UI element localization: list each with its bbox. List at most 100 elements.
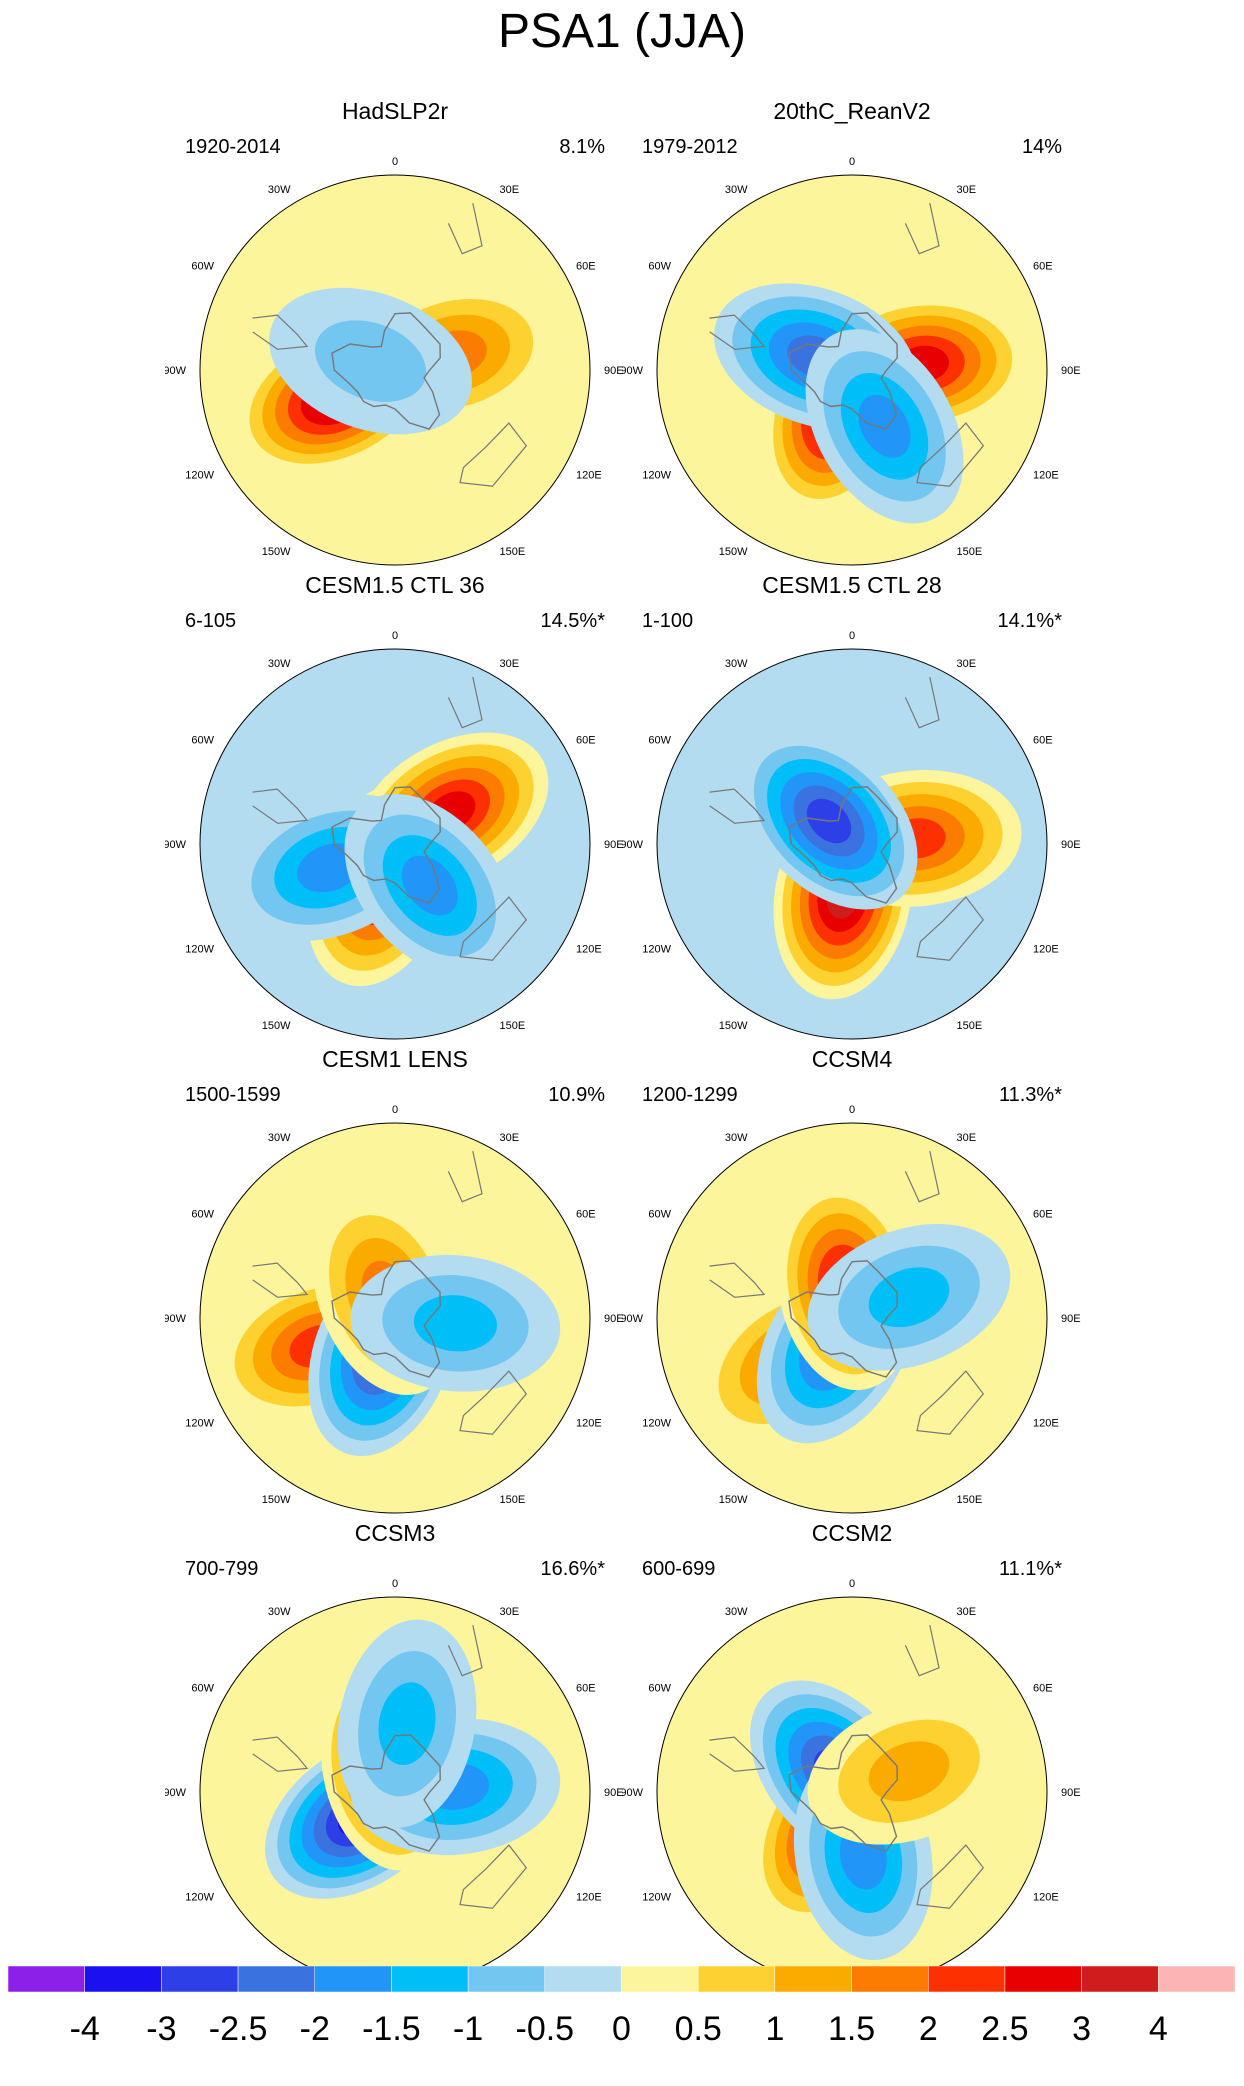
- longitude-tick-label: 120W: [642, 1418, 671, 1430]
- longitude-tick-label: 120E: [576, 470, 602, 482]
- africa-coastline: [447, 676, 483, 729]
- longitude-tick-label: 60W: [191, 1209, 214, 1221]
- negative-anomaly-contour: [378, 1682, 436, 1766]
- longitude-tick-label: 120E: [1033, 1418, 1059, 1430]
- longitude-tick-label: 30W: [725, 1132, 748, 1144]
- colorbar-label: 2.5: [981, 2010, 1028, 2048]
- colorbar-label: 4: [1149, 2010, 1168, 2048]
- africa-coastline: [904, 202, 940, 255]
- africa-coastline: [447, 1624, 483, 1677]
- map-panel: 030E60E90E120E150E180150W120W90W60W30W CC…: [622, 1520, 1082, 1990]
- map-svg: 030E60E90E120E150E180150W120W90W60W30W: [622, 156, 1081, 566]
- antarctica-coastline: [788, 1734, 898, 1852]
- longitude-tick-label: 60W: [191, 735, 214, 747]
- longitude-tick-label: 30W: [268, 1606, 291, 1618]
- longitude-tick-label: 150E: [957, 1020, 983, 1032]
- longitude-tick-label: 90W: [165, 1313, 187, 1325]
- longitude-tick-label: 60W: [648, 261, 671, 273]
- australia-coastline: [916, 422, 985, 487]
- colorbar-label: 2: [919, 2010, 938, 2048]
- panel-years: 1500-1599: [185, 1084, 281, 1106]
- panel-years: 700-799: [185, 1558, 259, 1580]
- longitude-tick-label: 90E: [1061, 839, 1081, 851]
- south-america-coastline: [252, 1736, 309, 1772]
- south-america-coastline: [709, 1262, 766, 1298]
- longitude-tick-label: 90E: [604, 839, 624, 851]
- longitude-tick-label: 120W: [185, 470, 214, 482]
- map-border: [656, 648, 1048, 1040]
- map-svg: 030E60E90E120E150E180150W120W90W60W30W: [165, 630, 624, 1040]
- africa-coastline: [904, 1624, 940, 1677]
- longitude-tick-label: 150W: [262, 546, 291, 558]
- longitude-tick-label: 0: [392, 156, 398, 168]
- colorbar-label: -3: [146, 2010, 176, 2048]
- south-america-coastline: [252, 1262, 309, 1298]
- colorbar-swatch: [1158, 1966, 1235, 1993]
- antarctica-coastline: [788, 312, 898, 430]
- longitude-tick-label: 150W: [719, 1494, 748, 1506]
- longitude-tick-label: 90E: [604, 1787, 624, 1799]
- colorbar-label: -1.5: [362, 2010, 421, 2048]
- panel-years: 1979-2012: [642, 136, 738, 158]
- longitude-tick-label: 120E: [1033, 1892, 1059, 1904]
- australia-coastline: [459, 422, 528, 487]
- longitude-tick-label: 120W: [185, 1892, 214, 1904]
- australia-coastline: [459, 896, 528, 961]
- colorbar-label: 1.5: [828, 2010, 875, 2048]
- longitude-tick-label: 0: [392, 1104, 398, 1116]
- longitude-tick-label: 30E: [500, 184, 520, 196]
- map-svg: 030E60E90E120E150E180150W120W90W60W30W: [622, 1104, 1081, 1514]
- panel-years: 1-100: [642, 610, 694, 632]
- australia-coastline: [459, 1844, 528, 1909]
- longitude-tick-label: 150W: [719, 1020, 748, 1032]
- panel-title: CCSM4: [811, 1046, 893, 1072]
- south-america-coastline: [709, 314, 766, 350]
- longitude-tick-label: 120W: [185, 1418, 214, 1430]
- map-panel: 030E60E90E120E150E180150W120W90W60W30WCC…: [622, 1046, 1082, 1516]
- map-panel: 030E60E90E120E150E180150W120W90W60W30W CE…: [165, 572, 625, 1042]
- colorbar-label: 0: [612, 2010, 631, 2048]
- panel-variance-explained: 16.6%*: [540, 1558, 606, 1580]
- longitude-tick-label: 150E: [957, 546, 983, 558]
- panel-title: CESM1 LENS: [322, 1046, 468, 1072]
- south-america-coastline: [252, 788, 309, 824]
- longitude-tick-label: 0: [849, 1578, 855, 1590]
- colorbar-swatch: [161, 1966, 239, 1993]
- colorbar-swatch: [621, 1966, 699, 1993]
- longitude-tick-label: 90E: [1061, 1313, 1081, 1325]
- colorbar-swatch: [314, 1966, 392, 1993]
- colorbar-swatch: [544, 1966, 622, 1993]
- colorbar-swatch: [774, 1966, 852, 1993]
- australia-coastline: [916, 1370, 985, 1435]
- colorbar-swatch: [928, 1966, 1006, 1993]
- map-panel: 030E60E90E120E150E180150W120W90W60W30WCE…: [165, 1046, 625, 1516]
- panel-title: CCSM2: [811, 1520, 893, 1546]
- longitude-tick-label: 90W: [165, 365, 187, 377]
- panel-variance-explained: 14.5%*: [540, 610, 606, 632]
- longitude-tick-label: 30E: [957, 658, 977, 670]
- longitude-tick-label: 150W: [262, 1020, 291, 1032]
- longitude-tick-label: 60E: [1033, 1683, 1053, 1695]
- colorbar-swatch: [391, 1966, 469, 1993]
- map-svg: 030E60E90E120E150E180150W120W90W60W30W: [622, 1578, 1081, 1988]
- longitude-tick-label: 60W: [191, 261, 214, 273]
- colorbar: -4 -3 -2.5 -2 -1.5 -1 -0.5 0 0.5 1 1.5 2 2.5 3 4: [8, 1966, 1235, 2048]
- longitude-tick-label: 120W: [642, 944, 671, 956]
- colorbar-label: -4: [70, 2010, 100, 2048]
- longitude-tick-label: 0: [849, 630, 855, 642]
- longitude-tick-label: 60E: [576, 261, 596, 273]
- negative-anomaly-contour: [858, 394, 911, 458]
- longitude-tick-label: 150E: [500, 546, 526, 558]
- longitude-tick-label: 30W: [268, 1132, 291, 1144]
- longitude-tick-label: 60W: [648, 1209, 671, 1221]
- colorbar-swatch: [467, 1966, 546, 1993]
- longitude-tick-label: 30E: [500, 1606, 520, 1618]
- longitude-tick-label: 30W: [725, 184, 748, 196]
- longitude-tick-label: 120E: [1033, 470, 1059, 482]
- panel-years: 1920-2014: [185, 136, 281, 158]
- map-svg: 030E60E90E120E150E180150W120W90W60W30W: [165, 1578, 624, 1988]
- longitude-tick-label: 60E: [576, 1683, 596, 1695]
- antarctica-coastline: [331, 786, 441, 904]
- panel-title: CESM1.5 CTL 36: [305, 572, 485, 598]
- map-svg: 030E60E90E120E150E180150W120W90W60W30W: [622, 630, 1081, 1040]
